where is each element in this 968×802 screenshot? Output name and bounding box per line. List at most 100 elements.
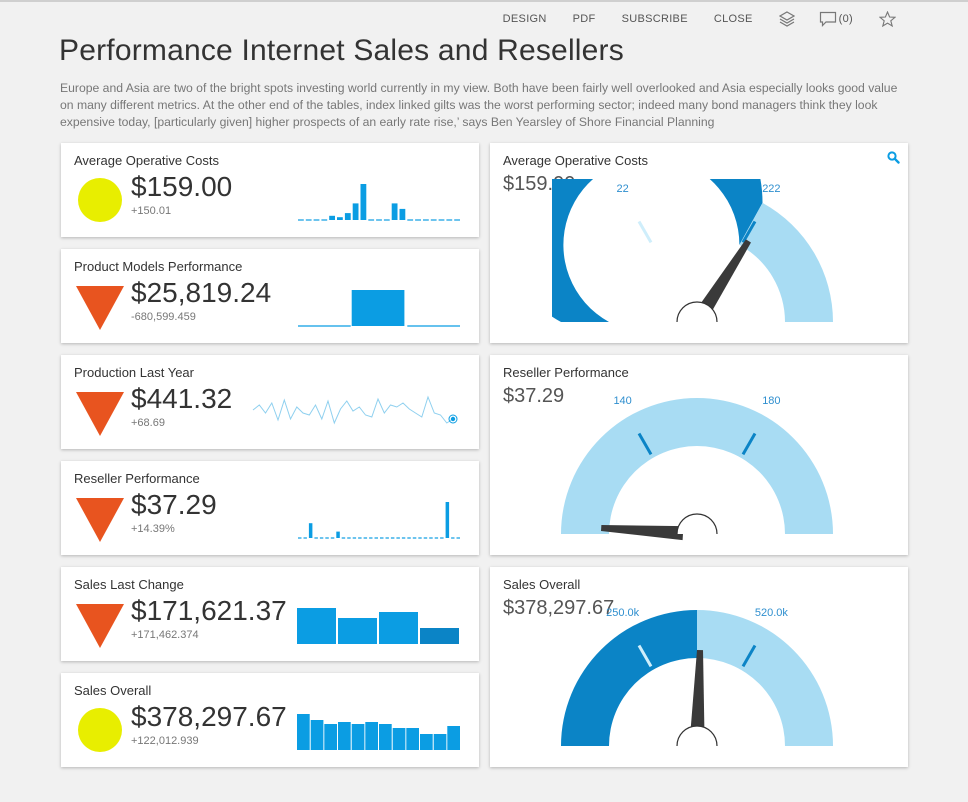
kpi-value: $25,819.24 xyxy=(131,277,272,308)
spark-bar xyxy=(447,726,460,750)
sparkline-chart xyxy=(298,184,460,221)
gauge-tick-label: 520.0k xyxy=(755,607,789,619)
kpi-title: Production Last Year xyxy=(74,365,194,380)
spark-bar xyxy=(420,734,433,750)
gauge-range-low xyxy=(552,179,763,322)
gauge-value: $37.29 xyxy=(503,385,565,407)
gauge-tick xyxy=(741,220,757,244)
spark-bar xyxy=(365,722,378,750)
spark-bar xyxy=(445,502,450,538)
spark-bar xyxy=(379,724,392,750)
gauge-value: $378,297.67 xyxy=(503,597,615,619)
kpi-title: Reseller Performance xyxy=(74,471,200,486)
comments-count: (0) xyxy=(838,13,853,25)
spark-bar xyxy=(324,724,337,750)
spark-bar xyxy=(420,628,459,644)
kpi-card-reseller-performance[interactable]: Reseller Performance $37.29 +14.39% xyxy=(61,461,479,555)
gauge-tick-label: 22 xyxy=(617,183,629,195)
gauge-tick xyxy=(637,220,653,244)
spark-bar xyxy=(360,184,367,220)
gauge-range-high xyxy=(561,398,833,534)
gauge-needle xyxy=(690,649,705,733)
spark-bar xyxy=(392,728,406,750)
kpi-delta: +122,012.939 xyxy=(131,735,199,747)
gauge-hub xyxy=(676,725,718,747)
gauge-card-sales-overall[interactable]: Sales Overall $378,297.67 250.0k 520.0k xyxy=(490,567,908,767)
gauge-title: Reseller Performance xyxy=(503,365,629,380)
status-triangle-icon xyxy=(76,392,124,436)
spark-bar xyxy=(433,734,447,750)
spark-bar xyxy=(329,215,335,220)
spark-bar xyxy=(297,714,310,750)
gauge-hub xyxy=(676,301,718,323)
page-description: Europe and Asia are two of the bright sp… xyxy=(60,81,898,129)
kpi-title: Average Operative Costs xyxy=(74,153,219,168)
gauge-card-reseller-performance[interactable]: Reseller Performance $37.29 140 180 xyxy=(490,355,908,555)
gauge-tick-label: 222 xyxy=(762,183,780,195)
gauge-tick xyxy=(741,644,757,668)
spark-bar xyxy=(352,203,359,220)
spark-line xyxy=(252,395,454,425)
gauge-chart: 250.0k 520.0k xyxy=(561,607,833,747)
gauge-hub xyxy=(676,513,718,535)
kpi-delta: +68.69 xyxy=(131,417,165,429)
spark-bar xyxy=(406,728,419,750)
status-circle-icon xyxy=(78,708,122,752)
design-button[interactable]: DESIGN xyxy=(502,13,547,25)
close-button[interactable]: CLOSE xyxy=(713,13,753,25)
kpi-delta: +14.39% xyxy=(131,523,175,535)
spark-last-point-ring xyxy=(448,414,458,424)
spark-bar xyxy=(399,208,406,220)
gauge-card-average-operative-costs[interactable]: Average Operative Costs $159.00 22 222 xyxy=(490,143,908,343)
gauge-tick xyxy=(637,432,653,456)
kpi-title: Sales Last Change xyxy=(74,577,184,592)
sparkline-chart xyxy=(297,714,460,750)
comment-icon xyxy=(819,11,836,27)
kpi-value: $37.29 xyxy=(131,489,217,520)
kpi-card-product-models-performance[interactable]: Product Models Performance $25,819.24 -680… xyxy=(61,249,479,343)
sparkline-chart xyxy=(298,290,460,327)
toolbar: DESIGN PDF SUBSCRIBE CLOSE (0) xyxy=(477,11,896,27)
kpi-value: $159.00 xyxy=(131,171,233,202)
kpi-value: $441.32 xyxy=(131,383,233,414)
gauge-tick xyxy=(741,432,757,456)
status-triangle-icon xyxy=(76,604,124,648)
spark-bar xyxy=(338,618,377,644)
gauge-range-high xyxy=(697,610,833,746)
gauge-tick-label: 250.0k xyxy=(606,607,640,619)
kpi-delta: +171,462.374 xyxy=(131,629,199,641)
status-circle-icon xyxy=(78,178,122,222)
gauge-chart: 22 222 xyxy=(552,179,833,323)
gauge-range-high xyxy=(739,202,833,322)
spark-bar xyxy=(310,720,324,750)
spark-bar xyxy=(338,722,351,750)
gauge-chart: 140 180 xyxy=(561,395,833,541)
spark-bar xyxy=(344,213,351,220)
status-triangle-icon xyxy=(76,286,124,330)
kpi-card-production-last-year[interactable]: Production Last Year $441.32 +68.69 xyxy=(61,355,479,449)
gauge-title: Sales Overall xyxy=(503,577,581,592)
sparkline-chart xyxy=(252,395,458,425)
gauge-tick-label: 140 xyxy=(613,395,631,407)
comments-button[interactable]: (0) xyxy=(819,11,853,27)
spark-bar xyxy=(337,217,343,220)
layers-icon[interactable] xyxy=(778,11,795,27)
kpi-card-sales-overall[interactable]: Sales Overall $378,297.67 +122,012.939 xyxy=(61,673,479,767)
kpi-card-sales-last-change[interactable]: Sales Last Change $171,621.37 +171,462.374 xyxy=(61,567,479,661)
star-icon[interactable] xyxy=(879,11,896,27)
page-title: Performance Internet Sales and Resellers xyxy=(59,34,624,67)
kpi-delta: -680,599.459 xyxy=(131,311,196,323)
gauge-tick-label: 180 xyxy=(762,395,780,407)
search-icon[interactable] xyxy=(887,151,900,169)
spark-bar xyxy=(391,203,398,220)
spark-bar xyxy=(351,290,405,326)
pdf-button[interactable]: PDF xyxy=(572,13,596,25)
status-triangle-icon xyxy=(76,498,124,542)
subscribe-button[interactable]: SUBSCRIBE xyxy=(621,13,688,25)
kpi-card-average-operative-costs[interactable]: Average Operative Costs $159.00 +150.01 xyxy=(61,143,479,237)
top-border xyxy=(0,0,968,2)
gauge-needle xyxy=(601,524,684,541)
spark-bar xyxy=(351,724,365,750)
spark-last-point xyxy=(450,416,456,422)
spark-bar xyxy=(336,531,340,538)
